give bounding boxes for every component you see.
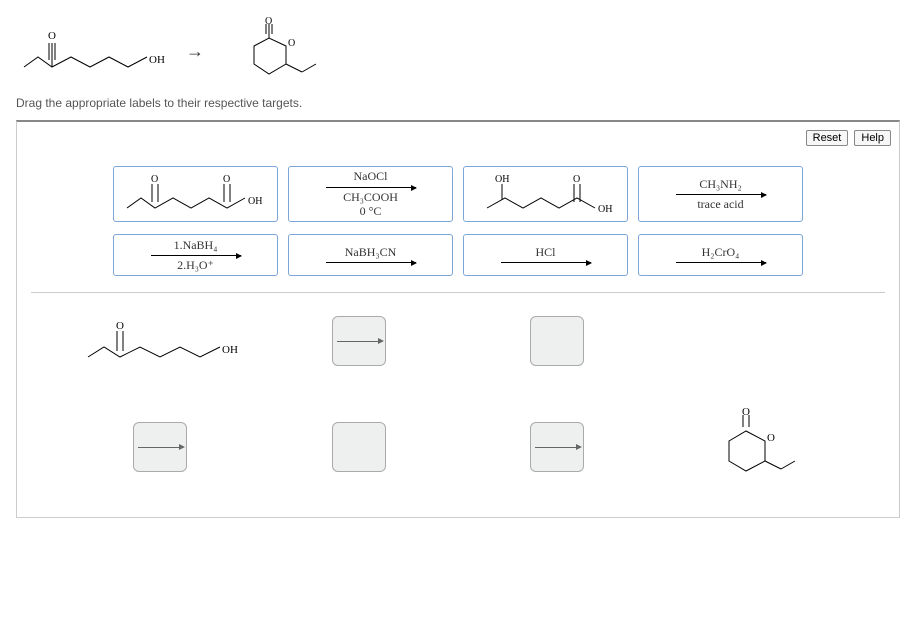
o-label: O [573,174,580,185]
label-hcl[interactable]: HCl [463,234,628,276]
reagent-top: H₂CrO₄ [702,245,740,259]
drop-slot-2[interactable] [530,316,584,366]
reagent-top: NaBH₃CN [345,245,397,259]
reagent-content: CH₃NH₂ trace acid [676,177,766,212]
drop-slot-5[interactable] [530,422,584,472]
arrow-icon [326,187,416,188]
help-button[interactable]: Help [854,130,891,146]
reagent-content: NaBH₃CN [326,245,416,265]
oh-label: OH [222,344,238,356]
arrow-icon [501,262,591,263]
reaction-header: O OH → O O [16,16,900,86]
arrow-icon [151,255,241,256]
label-h2cro4[interactable]: H₂CrO₄ [638,234,803,276]
reaction-arrow: → [186,41,204,62]
labels-grid: O O OH NaOCl CH₃COOH 0 °C OH [31,166,885,276]
o-label: O [48,30,56,42]
o-left: O [151,174,158,185]
label-nabh3cn[interactable]: NaBH₃CN [288,234,453,276]
oh-right: OH [598,204,612,215]
reagent-bot: 0 °C [360,204,382,218]
label-nabh4[interactable]: 1.NaBH₄ 2.H₃O⁺ [113,234,278,276]
divider [31,292,885,293]
reagent-mid: CH₃COOH [343,190,398,204]
drop-slot-3[interactable] [133,422,187,472]
reagent-top: NaOCl [354,169,388,183]
target-start-molecule: O OH [80,315,240,367]
label-naocl[interactable]: NaOCl CH₃COOH 0 °C [288,166,453,222]
drop-slot-4[interactable] [332,422,386,472]
label-diol[interactable]: OH O OH [463,166,628,222]
drop-slot-1[interactable] [332,316,386,366]
o-label: O [116,320,124,332]
product-molecule: O O [224,16,334,86]
reagent-content: HCl [501,245,591,265]
o-right: O [223,174,230,185]
arrow-icon [326,262,416,263]
instruction-text: Drag the appropriate labels to their res… [16,96,900,110]
oh-left: OH [495,174,509,185]
panel-buttons: Reset Help [806,130,891,146]
main-panel: Reset Help O O OH NaOCl [16,120,900,518]
o-ring-label: O [288,38,295,49]
oh-label: OH [248,196,262,207]
targets-area: O OH O O [31,305,885,497]
o-ring: O [767,432,775,444]
reagent-bot: trace acid [697,197,743,211]
o-carbonyl: O [742,406,750,418]
reagent-top: HCl [535,245,555,259]
reagent-bot: 2.H₃O⁺ [177,258,214,272]
target-end-molecule: O O [701,407,811,487]
label-ketoaldehyde[interactable]: O O OH [113,166,278,222]
reagent-content: H₂CrO₄ [676,245,766,265]
reactant-molecule: O OH [16,25,166,77]
reagent-content: 1.NaBH₄ 2.H₃O⁺ [151,238,241,273]
label-ch3nh2[interactable]: CH₃NH₂ trace acid [638,166,803,222]
arrow-icon [676,194,766,195]
reagent-content: NaOCl CH₃COOH 0 °C [326,169,416,218]
reagent-top: CH₃NH₂ [699,177,741,191]
oh-label: OH [149,54,165,66]
reset-button[interactable]: Reset [806,130,849,146]
reagent-top: 1.NaBH₄ [174,238,218,252]
o-carbonyl-label: O [265,16,272,27]
arrow-icon [676,262,766,263]
